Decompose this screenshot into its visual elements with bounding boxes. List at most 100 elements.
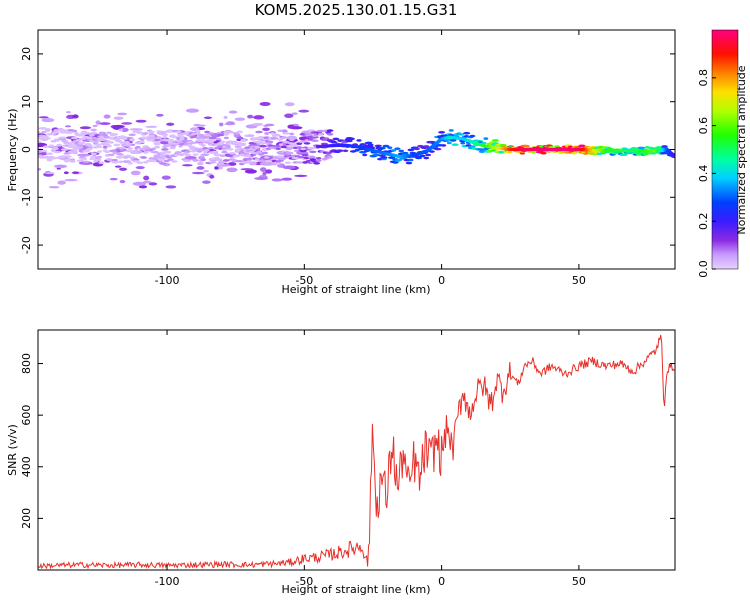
spectrogram-cell <box>166 150 172 154</box>
spectrogram-cell <box>38 168 42 171</box>
spectrogram-cell <box>150 147 156 151</box>
spectrogram-cell <box>166 122 175 126</box>
spectrogram-cell <box>222 148 227 152</box>
spectrogram-cell <box>240 139 247 143</box>
spectrogram-cell <box>185 150 191 153</box>
spectrogram-cell <box>69 160 76 163</box>
spectrogram-cell <box>237 146 243 150</box>
spectrogram-cell <box>287 124 295 129</box>
spectrogram-cell <box>65 158 72 161</box>
spectrogram-cell <box>161 148 169 151</box>
spectrogram-cell <box>49 156 58 160</box>
spectrogram-cell <box>70 158 76 161</box>
spectrogram-cell <box>136 131 144 134</box>
spectrogram-cell <box>161 133 169 137</box>
spectrogram-cell <box>45 152 54 156</box>
spectrogram-cell <box>128 133 136 137</box>
spectrogram-cell <box>78 137 86 141</box>
spectrogram-cell <box>111 161 119 164</box>
spectrogram-cell <box>446 141 452 145</box>
spectrogram-cell <box>309 155 316 159</box>
spectrogram-cell <box>289 132 295 136</box>
spectrogram-cell <box>277 138 284 141</box>
spectrogram-cell <box>153 138 161 142</box>
spectrogram-x-ticks: -100 -50 0 50 <box>155 30 586 287</box>
spectrogram-cell <box>284 102 295 107</box>
spectrogram-cell <box>305 132 313 136</box>
spectrogram-cell <box>232 132 240 135</box>
spectrogram-cell <box>281 177 293 181</box>
spectrogram-cell <box>342 149 349 153</box>
spectrogram-cell <box>244 169 257 174</box>
spectrogram-cell <box>113 116 124 120</box>
spectrogram-cell <box>332 137 340 141</box>
spectrogram-cell <box>135 119 147 123</box>
spectrogram-cell <box>347 137 355 141</box>
spectrogram-cell <box>121 122 133 125</box>
spectrogram-cell <box>89 157 95 161</box>
spectrogram-cell <box>148 133 155 136</box>
snr-x-label: Height of straight line (km) <box>281 583 430 596</box>
spectrogram-cell <box>296 151 303 154</box>
spectrogram-cell <box>387 146 393 149</box>
spectrogram-cell <box>578 144 586 148</box>
spectrogram-cell <box>65 155 72 158</box>
spectrogram-cell <box>378 146 386 150</box>
spectrogram-cell <box>70 136 79 140</box>
spectrogram-cell <box>316 129 325 133</box>
spectrogram-cell <box>209 136 217 140</box>
spectrogram-cell <box>192 153 199 156</box>
spectrogram-cell <box>104 150 110 154</box>
spectrogram-cell <box>135 145 141 149</box>
spectrogram-cell <box>125 154 132 158</box>
spectrogram-cell <box>571 151 577 155</box>
spectrogram-cell <box>309 150 317 154</box>
spectrogram-cell <box>330 141 338 144</box>
spectrogram-cell <box>76 143 84 147</box>
spectrogram-cell <box>209 174 215 179</box>
spectrogram-cell <box>296 142 303 145</box>
spectrogram-cell <box>41 131 47 134</box>
spectrogram-cell <box>63 141 71 145</box>
spectrogram-cell <box>448 129 454 132</box>
spectrogram-cell <box>38 116 49 119</box>
spectrogram-cell <box>457 133 464 136</box>
spectrogram-cell <box>236 130 243 134</box>
spectrogram-cell <box>259 101 271 106</box>
spectrogram-cell <box>259 141 266 145</box>
spectrogram-cell <box>310 139 319 142</box>
spectrogram-cell <box>184 153 192 157</box>
spectrogram-cell <box>102 134 108 137</box>
spectrogram-cell <box>102 145 108 149</box>
spectrogram-cell <box>57 180 66 185</box>
spectrogram-cell <box>297 155 305 159</box>
spectrogram-cell <box>113 143 121 147</box>
spectrogram-cell <box>276 155 284 158</box>
spectrogram-cell <box>255 130 263 134</box>
spectrogram-cell <box>248 134 255 137</box>
spectrogram-cell <box>267 144 274 147</box>
spectrogram-cell <box>117 112 128 116</box>
spectrogram-cell <box>286 135 298 140</box>
spectrogram-cell <box>157 158 165 161</box>
spectrogram-cell <box>221 150 228 154</box>
spectrogram-cell <box>129 138 135 142</box>
spectrogram-cell <box>67 143 74 147</box>
spectrogram-y-ticks: -20 -10 0 10 20 <box>20 47 675 254</box>
spectrogram-cell <box>223 115 228 120</box>
spectrogram-ridge-cell <box>672 155 675 159</box>
y-tick-label: 400 <box>20 456 33 477</box>
spectrogram-cell <box>462 131 471 135</box>
spectrogram-cell <box>79 141 86 145</box>
spectrogram-cell <box>112 151 118 155</box>
spectrogram-cell <box>346 139 353 143</box>
spectrogram-cell <box>655 146 663 149</box>
spectrogram-cell <box>53 150 61 154</box>
spectrogram-cell <box>272 144 281 148</box>
spectrogram-cell <box>264 156 270 159</box>
spectrogram-cell <box>374 144 382 148</box>
spectrogram-cell <box>156 113 164 117</box>
spectrogram-cell <box>204 148 210 152</box>
spectrogram-cell <box>631 146 637 150</box>
